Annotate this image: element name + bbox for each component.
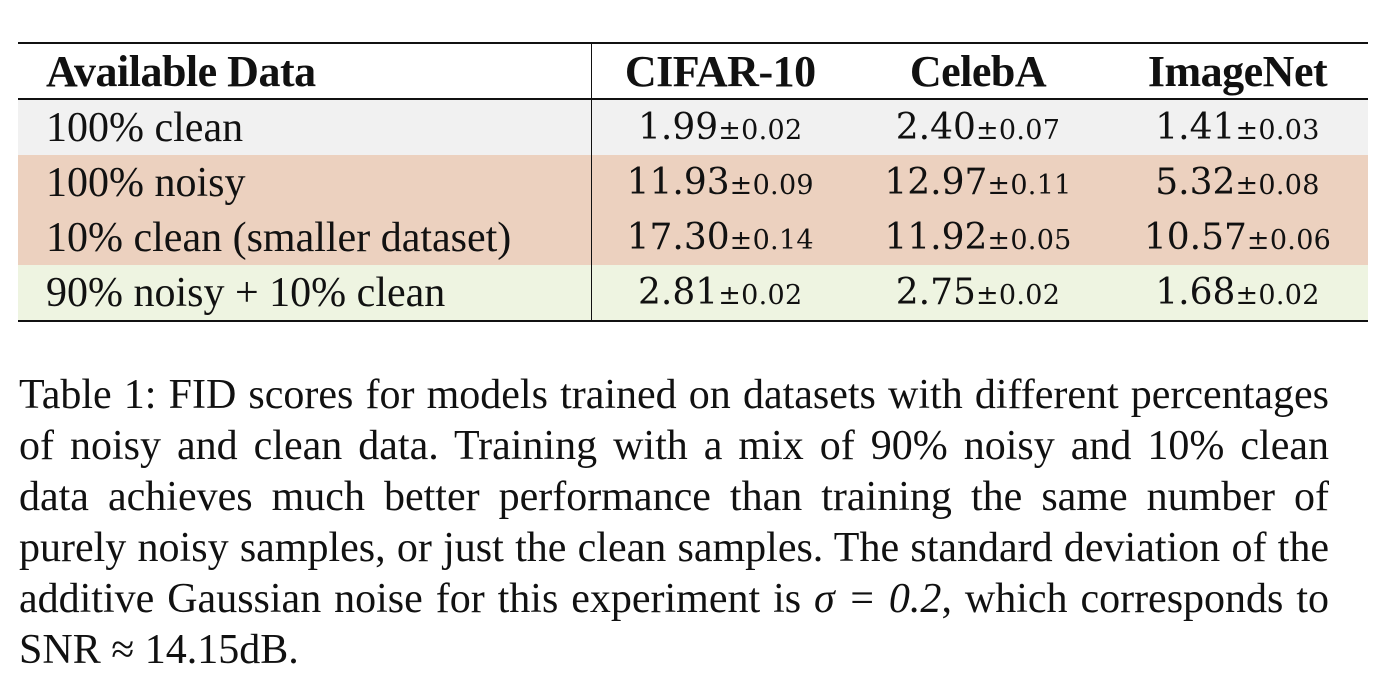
fid-mean: 1.99 [638, 107, 719, 148]
table-row: 100% noisy 11.93±0.09 12.97±0.11 5.32±0.… [18, 155, 1368, 210]
fid-cell: 11.92±0.05 [849, 210, 1107, 265]
fid-cell: 1.68±0.02 [1107, 265, 1368, 321]
header-imagenet: ImageNet [1147, 46, 1328, 96]
fid-cell: 11.93±0.09 [591, 155, 849, 210]
table-row: 10% clean (smaller dataset) 17.30±0.14 1… [18, 210, 1368, 265]
fid-std: ±0.09 [729, 170, 814, 201]
fid-cell: 1.41±0.03 [1107, 99, 1368, 155]
table-row: 90% noisy + 10% clean 2.81±0.02 2.75±0.0… [18, 265, 1368, 321]
caption-text-end: , which corresponds to SNR ≈ 14.15dB. [19, 576, 1329, 673]
fid-std: ±0.02 [718, 115, 803, 146]
results-table-container: Available Data CIFAR-10 CelebA ImageNet … [18, 42, 1368, 322]
fid-std: ±0.14 [729, 225, 814, 256]
fid-mean: 10.57 [1143, 217, 1247, 258]
fid-mean: 12.97 [884, 162, 988, 203]
fid-cell: 5.32±0.08 [1107, 155, 1368, 210]
fid-std: ±0.05 [987, 225, 1072, 256]
caption-sigma-math: σ = 0.2 [814, 576, 942, 622]
fid-mean: 1.68 [1155, 272, 1236, 313]
fid-cell: 2.75±0.02 [849, 265, 1107, 321]
row-label: 10% clean (smaller dataset) [18, 210, 592, 265]
fid-std: ±0.11 [987, 170, 1072, 201]
fid-std: ±0.02 [1235, 280, 1320, 311]
fid-results-table: Available Data CIFAR-10 CelebA ImageNet … [18, 42, 1368, 322]
fid-std: ±0.02 [975, 280, 1061, 311]
fid-std: ±0.08 [1235, 170, 1320, 201]
table-header-row: Available Data CIFAR-10 CelebA ImageNet [18, 43, 1368, 99]
table-caption: Table 1: FID scores for models trained o… [19, 370, 1329, 676]
fid-mean: 2.81 [638, 272, 719, 313]
row-label: 90% noisy + 10% clean [18, 265, 592, 321]
fid-cell: 12.97±0.11 [849, 155, 1107, 210]
header-cifar10: CIFAR-10 [624, 46, 816, 96]
row-label: 100% noisy [18, 155, 592, 210]
fid-cell: 2.40±0.07 [849, 99, 1107, 155]
fid-mean: 11.93 [626, 162, 730, 203]
header-celeba: CelebA [909, 46, 1047, 96]
fid-std: ±0.03 [1235, 115, 1320, 146]
fid-mean: 1.41 [1155, 107, 1236, 148]
fid-mean: 5.32 [1155, 162, 1236, 203]
header-available-data: Available Data [18, 43, 592, 99]
fid-cell: 1.99±0.02 [591, 99, 849, 155]
fid-mean: 17.30 [626, 217, 730, 258]
fid-std: ±0.07 [975, 115, 1061, 146]
fid-mean: 2.40 [895, 107, 976, 148]
fid-mean: 11.92 [884, 217, 988, 258]
row-label: 100% clean [18, 99, 592, 155]
caption-text: Table 1: FID scores for models trained o… [19, 372, 1329, 622]
fid-std: ±0.02 [718, 280, 803, 311]
fid-cell: 17.30±0.14 [591, 210, 849, 265]
fid-cell: 10.57±0.06 [1107, 210, 1368, 265]
fid-cell: 2.81±0.02 [591, 265, 849, 321]
table-row: 100% clean 1.99±0.02 2.40±0.07 1.41±0.03 [18, 99, 1368, 155]
fid-std: ±0.06 [1246, 225, 1332, 256]
fid-mean: 2.75 [895, 272, 976, 313]
